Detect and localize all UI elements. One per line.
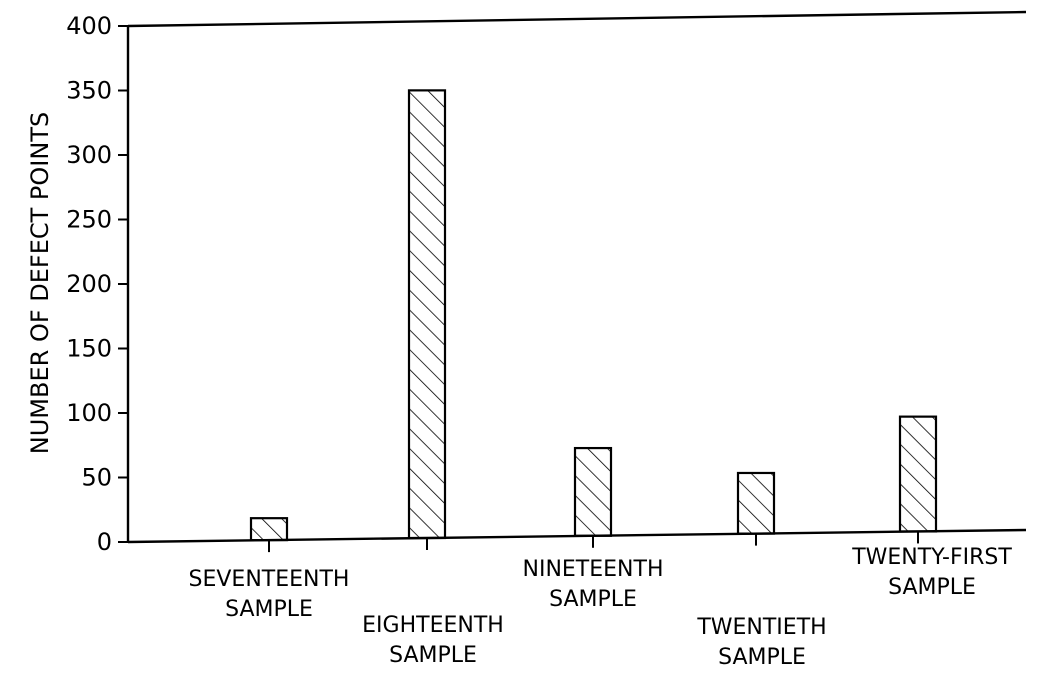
x-category-label: NINETEENTH (523, 557, 664, 582)
x-category-label: SAMPLE (549, 587, 637, 612)
y-tick-label: 250 (66, 206, 112, 234)
y-axis-title: NUMBER OF DEFECT POINTS (26, 112, 54, 454)
x-category-label: EIGHTEENTH (362, 613, 504, 638)
x-category-label: SAMPLE (389, 643, 477, 668)
x-category-label: SAMPLE (888, 575, 976, 600)
y-tick-label: 400 (66, 12, 112, 40)
y-tick-label: 200 (66, 270, 112, 298)
y-tick-label: 350 (66, 77, 112, 105)
y-tick-label: 50 (81, 464, 112, 492)
y-tick-label: 300 (66, 141, 112, 169)
x-category-label: TWENTIETH (696, 615, 826, 640)
x-category-label: SAMPLE (225, 597, 313, 622)
x-category-label: TWENTY-FIRST (851, 545, 1012, 570)
y-tick-label: 100 (66, 399, 112, 427)
plot-area: 0 50 100 150 200 250 300 350 400 SEVENTEENTH SAMPL… (66, 12, 1026, 670)
x-category-label: SEVENTEENTH (189, 567, 350, 592)
bar (251, 518, 287, 540)
y-tick-label: 150 (66, 335, 112, 363)
bar (900, 417, 936, 532)
x-category-label: SAMPLE (718, 645, 806, 670)
bar (409, 90, 445, 538)
top-frame-line (128, 12, 1026, 26)
bar (738, 473, 774, 534)
bar (575, 448, 611, 536)
y-tick-label: 0 (97, 528, 112, 556)
